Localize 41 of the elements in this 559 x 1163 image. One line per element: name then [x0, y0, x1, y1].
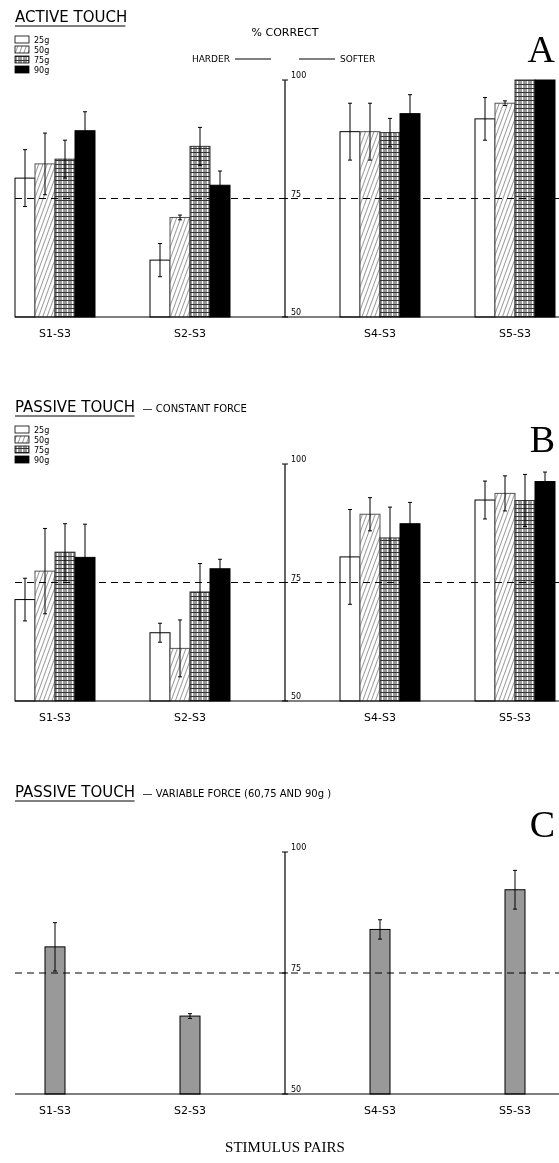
text: C: [529, 803, 555, 845]
y-axis-title: % CORRECT: [251, 26, 319, 39]
text: SOFTER: [340, 54, 376, 64]
y-tick-label: 50: [291, 692, 302, 701]
legend-label: 90g: [34, 66, 50, 75]
chart-subtitle: — VARIABLE FORCE (60,75 AND 90g ): [142, 788, 332, 799]
x-tick-label: S2-S3: [174, 327, 206, 340]
y-tick-label: 100: [291, 71, 307, 80]
legend-label: 50g: [34, 436, 50, 445]
y-tick-label: 100: [291, 843, 307, 852]
legend-label: 25g: [34, 426, 50, 435]
y-tick-label: 75: [291, 964, 302, 973]
legend-label: 75g: [34, 446, 50, 455]
y-tick-label: 75: [291, 189, 302, 199]
x-tick-label: S1-S3: [39, 711, 71, 724]
chart-title: ACTIVE TOUCH: [15, 8, 128, 26]
y-tick-label: 75: [291, 573, 302, 583]
chart-title: PASSIVE TOUCH: [15, 398, 136, 416]
x-tick-label: S1-S3: [39, 1104, 71, 1117]
x-tick-label: S2-S3: [174, 1104, 206, 1117]
text: A: [527, 28, 556, 70]
legend-label: 50g: [34, 46, 50, 55]
y-tick-label: 100: [291, 455, 307, 464]
x-tick-label: S4-S3: [364, 327, 396, 340]
chart-title: PASSIVE TOUCH: [15, 783, 136, 801]
text: B: [529, 418, 555, 460]
legend-label: 75g: [34, 56, 50, 65]
chart-subtitle: — CONSTANT FORCE: [142, 403, 247, 414]
y-tick-label: 50: [291, 1085, 302, 1094]
legend-label: 90g: [34, 456, 50, 465]
x-tick-label: S4-S3: [364, 711, 396, 724]
x-tick-label: S5-S3: [499, 1104, 531, 1117]
x-axis-title: STIMULUS PAIRS: [225, 1139, 345, 1155]
x-tick-label: S1-S3: [39, 327, 71, 340]
x-tick-label: S5-S3: [499, 711, 531, 724]
text: HARDER: [191, 54, 230, 64]
x-tick-label: S5-S3: [499, 327, 531, 340]
legend-label: 25g: [34, 36, 50, 45]
x-tick-label: S4-S3: [364, 1104, 396, 1117]
y-tick-label: 50: [291, 308, 302, 317]
x-tick-label: S2-S3: [174, 711, 206, 724]
